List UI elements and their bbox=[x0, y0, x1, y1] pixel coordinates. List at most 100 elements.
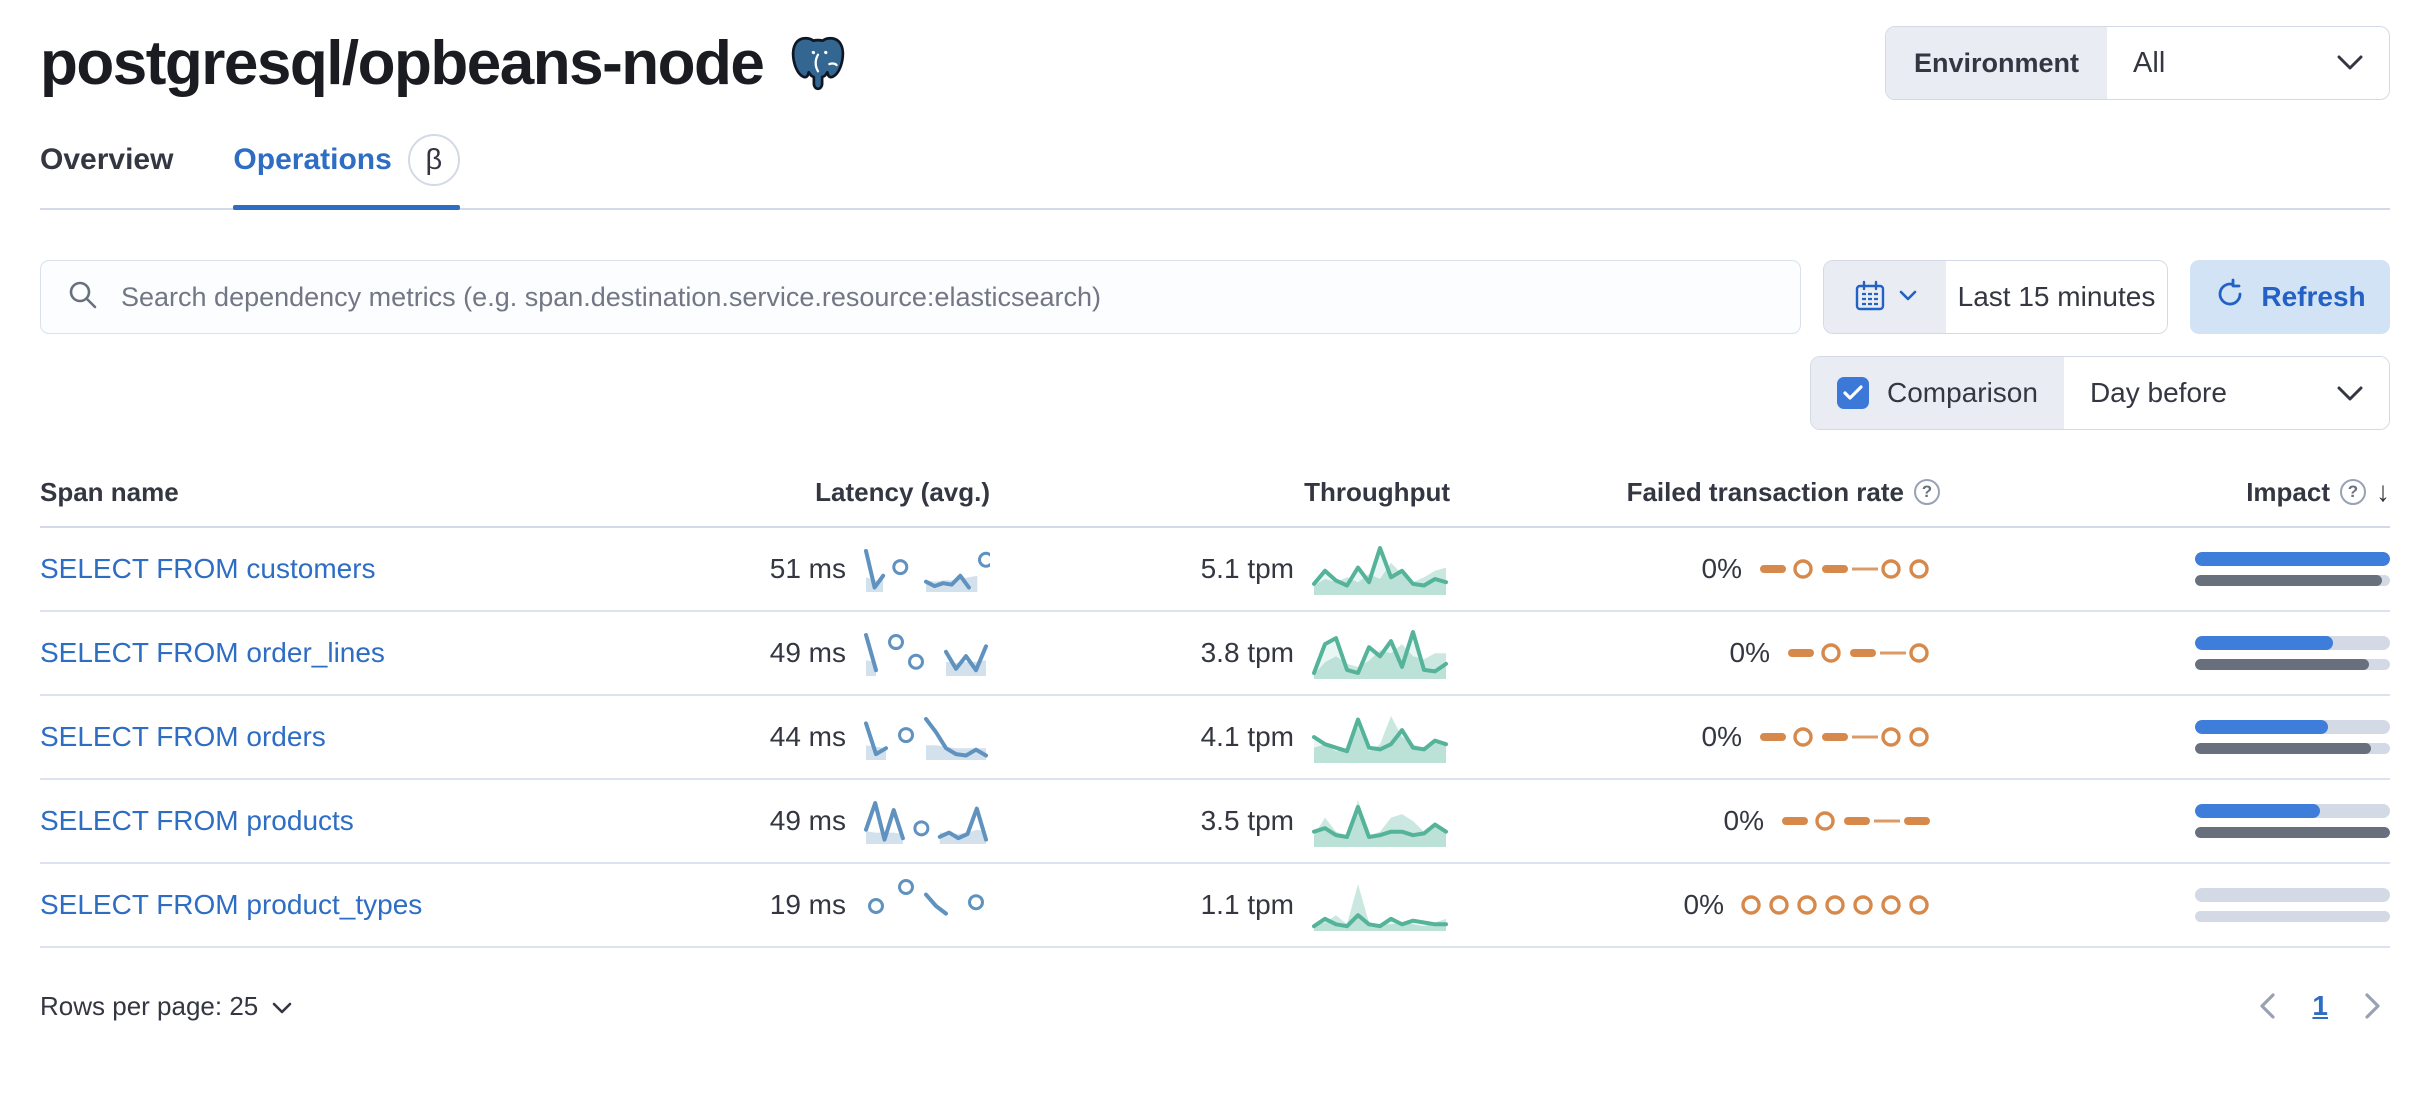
refresh-button[interactable]: Refresh bbox=[2190, 260, 2390, 334]
impact-bar-prev bbox=[2195, 827, 2390, 838]
page-title: postgresql/opbeans-node bbox=[40, 28, 765, 98]
failed-rate-cell: 0% bbox=[1450, 795, 1940, 847]
date-picker: Last 15 minutes bbox=[1823, 260, 2168, 334]
search-icon bbox=[67, 279, 99, 316]
refresh-icon bbox=[2214, 278, 2246, 317]
impact-bar-prev bbox=[2195, 575, 2390, 586]
span-name-cell: SELECT FROM customers bbox=[40, 553, 690, 585]
environment-value: All bbox=[2133, 46, 2166, 79]
tab-operations[interactable]: Operations β bbox=[233, 134, 461, 210]
environment-select[interactable]: Environment All bbox=[1885, 26, 2390, 100]
span-name-link[interactable]: SELECT FROM product_types bbox=[40, 889, 423, 920]
rows-per-page-label: Rows per page: 25 bbox=[40, 990, 259, 1021]
failed-rate-header-label: Failed transaction rate bbox=[1626, 476, 1904, 507]
span-name-cell: SELECT FROM products bbox=[40, 805, 690, 837]
time-range-button[interactable]: Last 15 minutes bbox=[1946, 261, 2167, 333]
table-row: SELECT FROM product_types 19 ms 1.1 tpm 0% bbox=[40, 864, 2390, 948]
next-page-button[interactable] bbox=[2364, 992, 2382, 1020]
span-name-link[interactable]: SELECT FROM products bbox=[40, 805, 354, 836]
latency-sparkline bbox=[864, 549, 990, 592]
operations-table: Span name Latency (avg.) Throughput Fail… bbox=[40, 476, 2390, 948]
column-header-failed-rate[interactable]: Failed transaction rate ? bbox=[1450, 477, 1940, 508]
throughput-cell: 4.1 tpm bbox=[990, 708, 1450, 766]
tab-overview-label: Overview bbox=[40, 143, 174, 176]
comparison-control: Comparison Day before bbox=[1810, 356, 2390, 430]
sort-desc-icon: ↓ bbox=[2376, 476, 2390, 507]
impact-cell bbox=[1940, 720, 2390, 754]
latency-cell: 44 ms bbox=[690, 711, 990, 763]
table-header-row: Span name Latency (avg.) Throughput Fail… bbox=[40, 476, 2390, 528]
failed-rate-value: 0% bbox=[1701, 553, 1742, 584]
throughput-value: 4.1 tpm bbox=[1200, 721, 1294, 752]
impact-bar-fill bbox=[2195, 659, 2369, 670]
impact-bar-prev bbox=[2195, 659, 2390, 670]
search-input[interactable] bbox=[119, 280, 1774, 314]
impact-bar-cur bbox=[2195, 720, 2390, 734]
latency-value: 51 ms bbox=[769, 553, 846, 584]
failed-rate-cell: 0% bbox=[1450, 711, 1940, 763]
tab-operations-label: Operations bbox=[233, 143, 392, 176]
throughput-sparkline bbox=[1312, 546, 1448, 595]
latency-sparkline bbox=[868, 879, 984, 916]
impact-bars bbox=[2195, 636, 2390, 670]
table-row: SELECT FROM orders 44 ms 4.1 tpm 0% bbox=[40, 696, 2390, 780]
chevron-down-icon bbox=[272, 991, 292, 1022]
column-header-span-name[interactable]: Span name bbox=[40, 476, 179, 507]
failed-rate-cell: 0% bbox=[1450, 627, 1940, 679]
chevron-down-icon bbox=[2337, 377, 2363, 409]
impact-cell bbox=[1940, 888, 2390, 922]
impact-bar-prev bbox=[2195, 743, 2390, 754]
span-name-cell: SELECT FROM orders bbox=[40, 721, 690, 753]
impact-bars bbox=[2195, 720, 2390, 754]
comparison-select[interactable]: Day before bbox=[2063, 357, 2389, 429]
comparison-checkbox[interactable]: Comparison bbox=[1811, 357, 2064, 429]
span-name-link[interactable]: SELECT FROM orders bbox=[40, 721, 326, 752]
throughput-sparkline bbox=[1312, 630, 1448, 679]
chevron-down-icon bbox=[2337, 27, 2389, 99]
latency-sparkline bbox=[864, 717, 988, 760]
latency-value: 44 ms bbox=[769, 721, 846, 752]
span-name-cell: SELECT FROM product_types bbox=[40, 889, 690, 921]
impact-bar-cur bbox=[2195, 552, 2390, 566]
search-box bbox=[40, 260, 1801, 334]
help-icon: ? bbox=[1914, 479, 1940, 505]
throughput-cell: 5.1 tpm bbox=[990, 540, 1450, 598]
column-header-latency[interactable]: Latency (avg.) bbox=[815, 476, 990, 507]
impact-cell bbox=[1940, 552, 2390, 586]
impact-bar-fill bbox=[2195, 743, 2371, 754]
beta-badge: β bbox=[407, 134, 460, 186]
column-header-impact[interactable]: Impact ? ↓ bbox=[1940, 476, 2390, 508]
throughput-cell: 3.8 tpm bbox=[990, 624, 1450, 682]
latency-cell: 49 ms bbox=[690, 795, 990, 847]
calendar-menu-button[interactable] bbox=[1824, 261, 1946, 333]
tab-overview[interactable]: Overview bbox=[40, 134, 173, 208]
failed-rate-sparkline bbox=[1782, 811, 1930, 831]
impact-bar-fill bbox=[2195, 552, 2390, 566]
prev-page-button[interactable] bbox=[2258, 992, 2276, 1020]
throughput-sparkline bbox=[1312, 800, 1448, 847]
span-name-link[interactable]: SELECT FROM order_lines bbox=[40, 637, 385, 668]
refresh-label: Refresh bbox=[2261, 281, 2366, 312]
comparison-label: Comparison bbox=[1887, 377, 2038, 408]
page-number[interactable]: 1 bbox=[2312, 990, 2328, 1021]
span-name-cell: SELECT FROM order_lines bbox=[40, 637, 690, 669]
chevron-down-icon bbox=[1899, 290, 1917, 305]
span-name-link[interactable]: SELECT FROM customers bbox=[40, 553, 376, 584]
impact-bars bbox=[2195, 888, 2390, 922]
postgresql-icon bbox=[785, 30, 851, 96]
help-icon: ? bbox=[2340, 479, 2366, 505]
tab-bar: Overview Operations β bbox=[40, 134, 2390, 210]
latency-cell: 19 ms bbox=[690, 879, 990, 931]
rows-per-page[interactable]: Rows per page: 25 bbox=[40, 991, 292, 1022]
pagination: 1 bbox=[2258, 990, 2390, 1022]
throughput-cell: 1.1 tpm bbox=[990, 876, 1450, 934]
table-row: SELECT FROM customers 51 ms 5.1 tpm 0% bbox=[40, 528, 2390, 612]
failed-rate-value: 0% bbox=[1701, 721, 1742, 752]
impact-bar-fill bbox=[2195, 636, 2334, 650]
column-header-throughput[interactable]: Throughput bbox=[1304, 476, 1450, 507]
checkbox-checked-icon bbox=[1837, 377, 1869, 409]
throughput-cell: 3.5 tpm bbox=[990, 792, 1450, 850]
impact-cell bbox=[1940, 636, 2390, 670]
failed-rate-value: 0% bbox=[1683, 889, 1724, 920]
failed-rate-value: 0% bbox=[1723, 805, 1764, 836]
